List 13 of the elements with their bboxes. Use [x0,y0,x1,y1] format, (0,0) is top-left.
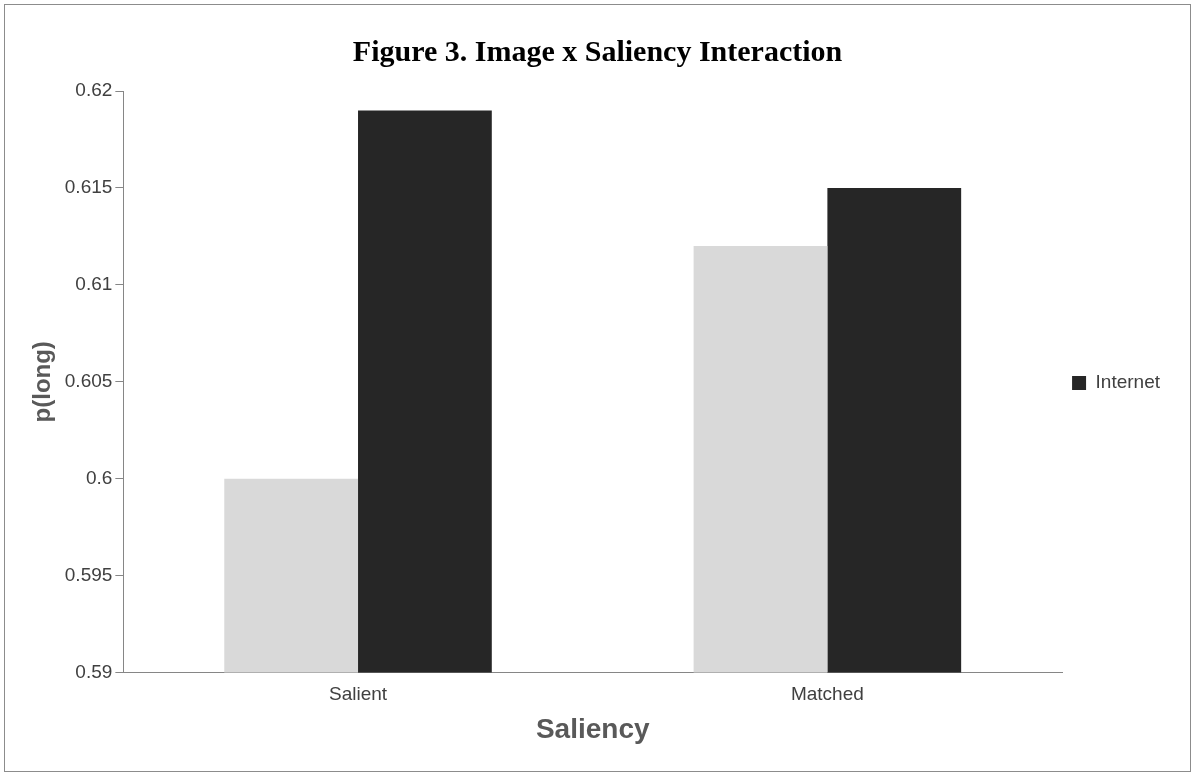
y-tick-label: 0.62 [75,79,113,101]
chart-title: Figure 3. Image x Saliency Interaction [352,33,843,67]
y-tick-label: 0.595 [64,563,113,585]
y-tick-label: 0.615 [64,176,113,198]
x-tick-label: Matched [790,683,864,705]
y-tick-label: 0.59 [75,660,113,682]
y-tick-label: 0.605 [64,370,113,392]
x-tick-label: Salient [328,683,388,705]
y-axis-title: p(long) [28,341,56,423]
x-axis-title: Saliency [535,712,650,744]
legend-label: Internet [1095,371,1161,393]
y-tick-label: 0.61 [75,273,113,295]
y-tick-label: 0.6 [85,466,113,488]
